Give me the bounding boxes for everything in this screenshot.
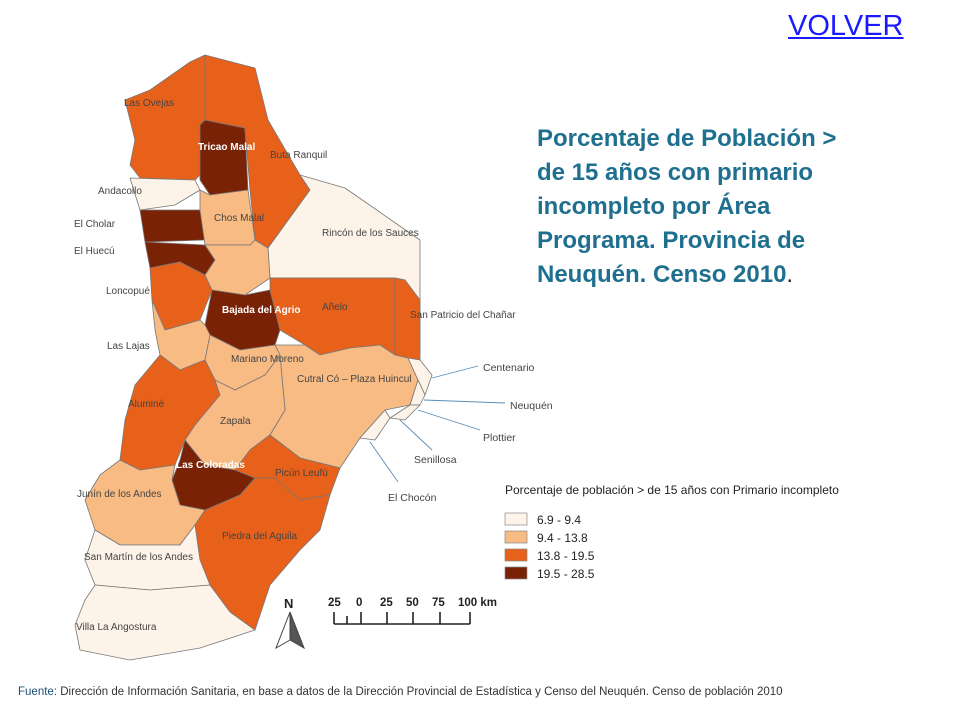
label-neuquen: Neuquén bbox=[510, 400, 553, 412]
area-chos-malal-south bbox=[204, 239, 271, 296]
north-arrow-icon: N bbox=[275, 596, 305, 650]
scale-label-3: 50 bbox=[406, 597, 419, 609]
area-tricao-malal[interactable] bbox=[199, 119, 249, 196]
leader-senillosa bbox=[399, 419, 433, 451]
map-title: Porcentaje de Población > de 15 años con… bbox=[537, 122, 857, 292]
scale-bar: 25 0 25 50 75 100 km bbox=[328, 597, 497, 625]
label-junin: Junín de los Andes bbox=[77, 489, 162, 500]
label-anelo: Añelo bbox=[322, 302, 348, 313]
label-las-lajas: Las Lajas bbox=[107, 341, 150, 352]
scale-label-0: 25 bbox=[328, 597, 341, 609]
label-alumine: Aluminé bbox=[128, 399, 165, 410]
label-el-cholar: El Cholar bbox=[74, 219, 116, 230]
label-buta-ranquil: Buta Ranquil bbox=[270, 150, 327, 161]
legend-item-4: 19.5 - 28.5 bbox=[537, 567, 595, 581]
area-plottier[interactable] bbox=[389, 404, 421, 421]
label-loncopue: Loncopué bbox=[106, 286, 150, 297]
source-label: Fuente: bbox=[18, 686, 57, 698]
volver-link[interactable]: VOLVER bbox=[788, 10, 904, 42]
area-villa-la-angostura[interactable] bbox=[74, 584, 256, 661]
title-text: Porcentaje de Población > de 15 años con… bbox=[537, 125, 837, 288]
north-label: N bbox=[284, 596, 293, 611]
label-villa-la-angostura: Villa La Angostura bbox=[76, 622, 157, 633]
label-plottier: Plottier bbox=[483, 432, 516, 444]
label-senillosa: Senillosa bbox=[414, 454, 457, 466]
area-senillosa[interactable] bbox=[359, 409, 391, 441]
label-centenario: Centenario bbox=[483, 362, 535, 374]
label-bajada-del-agrio: Bajada del Agrio bbox=[222, 305, 301, 316]
area-el-cholar[interactable] bbox=[139, 209, 206, 243]
legend-swatch-3 bbox=[504, 548, 528, 562]
label-el-huecu: El Huecú bbox=[74, 246, 115, 257]
leader-neuquen bbox=[423, 399, 506, 404]
label-las-ovejas: Las Ovejas bbox=[124, 98, 174, 109]
label-san-patricio: San Patricio del Chañar bbox=[410, 310, 516, 321]
legend-swatch-2 bbox=[504, 530, 528, 544]
scale-label-2: 25 bbox=[380, 597, 393, 609]
source-note: Fuente: Dirección de Información Sanitar… bbox=[18, 686, 838, 699]
leader-centenario bbox=[431, 365, 479, 379]
area-centenario[interactable] bbox=[407, 357, 433, 396]
label-chos-malal: Chos Malal bbox=[214, 213, 264, 224]
label-el-chocon: El Chocón bbox=[388, 492, 437, 504]
label-cutral-co: Cutral Có – Plaza Huincul bbox=[297, 374, 412, 385]
legend: Porcentaje de población > de 15 años con… bbox=[504, 483, 839, 581]
legend-item-2: 9.4 - 13.8 bbox=[537, 531, 588, 545]
label-rincon: Rincón de los Sauces bbox=[322, 228, 419, 239]
scale-label-1: 0 bbox=[356, 597, 362, 609]
scale-label-5: 100 km bbox=[458, 597, 497, 609]
label-las-coloradas: Las Coloradas bbox=[176, 460, 245, 471]
title-suffix: . bbox=[786, 261, 794, 288]
area-andacollo[interactable] bbox=[129, 177, 201, 211]
label-picun-leufu: Picún Leufú bbox=[275, 468, 328, 479]
legend-swatch-1 bbox=[504, 512, 528, 526]
leader-el-chocon bbox=[369, 441, 399, 483]
label-mariano-moreno: Mariano Moreno bbox=[231, 354, 304, 365]
label-andacollo: Andacollo bbox=[98, 186, 142, 197]
legend-item-3: 13.8 - 19.5 bbox=[537, 549, 595, 563]
legend-item-1: 6.9 - 9.4 bbox=[537, 513, 581, 527]
source-text: Dirección de Información Sanitaria, en b… bbox=[60, 686, 783, 698]
legend-title: Porcentaje de población > de 15 años con… bbox=[505, 483, 839, 497]
leader-plottier bbox=[417, 409, 481, 431]
label-tricao-malal: Tricao Malal bbox=[198, 142, 255, 153]
area-anelo[interactable] bbox=[269, 277, 396, 356]
area-las-ovejas[interactable] bbox=[124, 54, 206, 181]
label-zapala: Zapala bbox=[220, 416, 251, 427]
area-san-martin[interactable] bbox=[84, 524, 211, 591]
label-piedra-del-aguila: Piedra del Aguila bbox=[222, 531, 297, 542]
scale-label-4: 75 bbox=[432, 597, 445, 609]
label-san-martin: San Martín de los Andes bbox=[84, 552, 193, 563]
legend-swatch-4 bbox=[504, 566, 528, 580]
